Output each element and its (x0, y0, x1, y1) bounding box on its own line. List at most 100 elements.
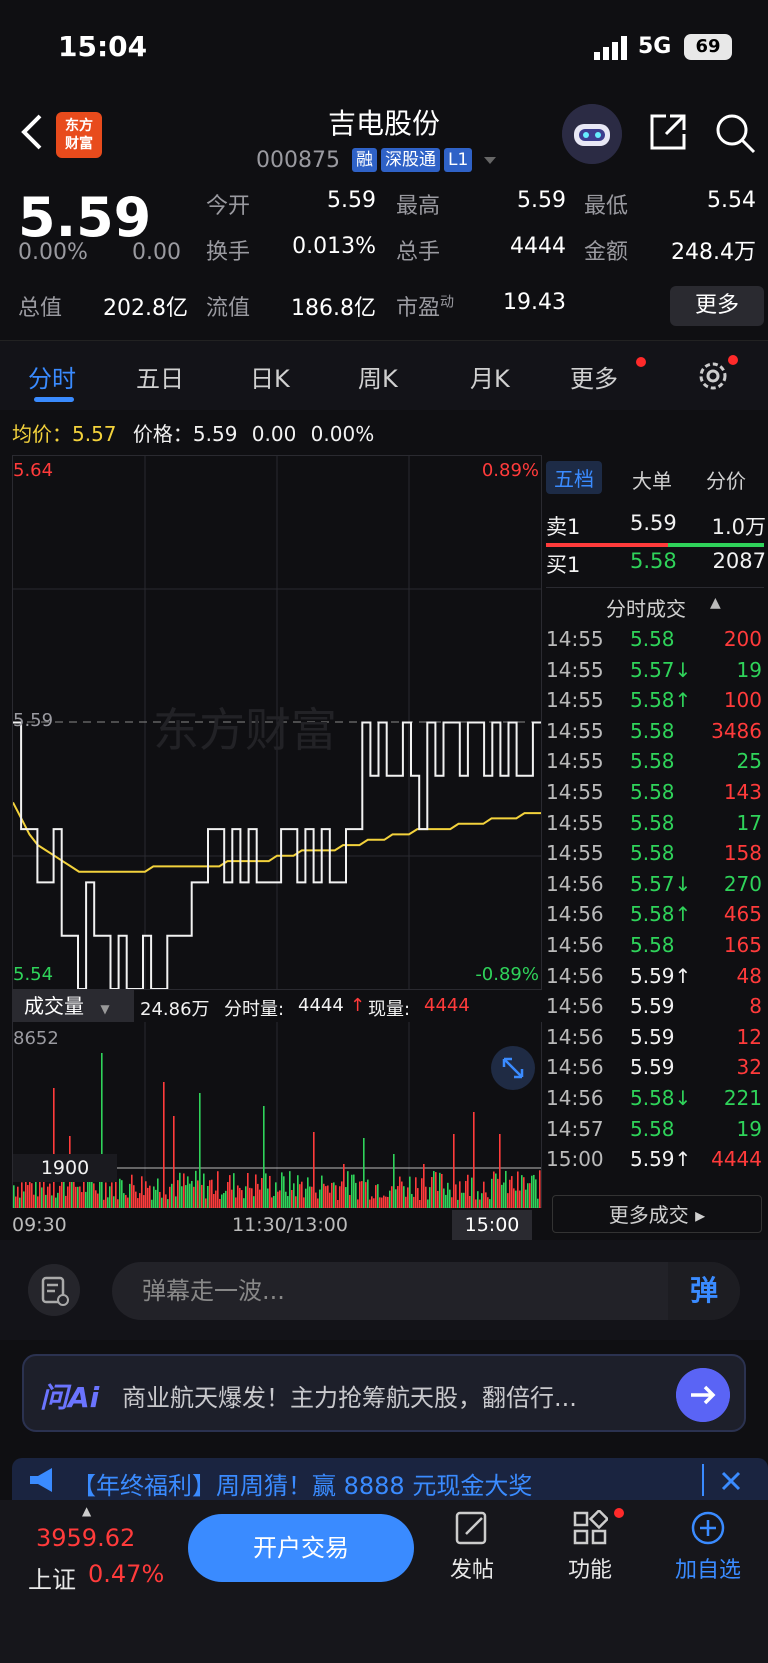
trade-volume: 48 (736, 963, 762, 988)
volume-bar (17, 1186, 19, 1208)
tab-intraday[interactable]: 分时 (28, 365, 76, 393)
trade-time: 14:55 (546, 780, 604, 804)
dropdown-icon[interactable] (482, 154, 498, 166)
volume-bar (323, 1183, 325, 1208)
promo-banner[interactable]: 【年终福利】周周猜！赢 8888 元现金大奖 (12, 1458, 768, 1502)
pct-bottom-label: -0.89% (475, 964, 539, 985)
volume-bar (101, 1053, 103, 1208)
promo-text: 【年终福利】周周猜！赢 8888 元现金大奖 (72, 1472, 533, 1500)
volume-bar (361, 1181, 363, 1208)
pe-label-sup: 动 (440, 294, 455, 311)
danmu-toggle-button[interactable]: 弹 (668, 1262, 740, 1320)
volume-bar (75, 1186, 77, 1208)
stock-code-row[interactable]: 000875 融 深股通 L1 (256, 146, 498, 174)
tab-weekly-k[interactable]: 周K (358, 365, 398, 393)
volume-bar (431, 1177, 433, 1208)
volume-bar (77, 1186, 79, 1208)
nav-post[interactable]: 发帖 (432, 1510, 512, 1584)
volume-bar (453, 1134, 455, 1208)
arrow-right-icon[interactable] (676, 1368, 730, 1422)
trade-price: 5.59 (630, 1024, 675, 1049)
expand-icon[interactable] (491, 1046, 535, 1090)
volume-bar (133, 1185, 135, 1208)
open-account-button[interactable]: 开户交易 (188, 1514, 414, 1582)
volume-bar (217, 1171, 219, 1208)
close-icon[interactable] (720, 1470, 742, 1492)
volume-indicator-select[interactable]: 成交量 ▼ (12, 990, 134, 1022)
ai-text: 商业航天爆发！主力抢筹航天股，翻倍行... (122, 1384, 577, 1412)
tab-big-order[interactable]: 大单 (632, 469, 672, 493)
float-label: 流值 (206, 296, 251, 321)
stock-header: 东方 财富 吉电股份 000875 融 深股通 L1 (0, 90, 768, 180)
back-arrow-icon[interactable] (18, 112, 48, 152)
nav-add-watchlist[interactable]: 加自选 (668, 1510, 748, 1584)
avg-price-series (13, 801, 541, 873)
ai-banner[interactable]: 问Ai 商业航天爆发！主力抢筹航天股，翻倍行... (22, 1354, 746, 1432)
eastmoney-logo[interactable]: 东方 财富 (56, 112, 102, 158)
volume-chart[interactable]: 8652 1900 (12, 1022, 542, 1208)
message-board-icon[interactable] (28, 1264, 80, 1316)
volume-bar (527, 1183, 529, 1208)
volume-bar (83, 1177, 85, 1208)
tab-daily-k[interactable]: 日K (250, 365, 290, 393)
volume-bar (141, 1176, 143, 1208)
share-icon[interactable] (648, 112, 688, 152)
volume-bar (459, 1181, 461, 1208)
volume-bar (65, 1195, 67, 1208)
search-icon[interactable] (714, 112, 756, 154)
trade-row: 14:56 5.57↓ 270 (546, 872, 764, 904)
volume-bar (457, 1199, 459, 1208)
volume-bar (307, 1177, 309, 1208)
trade-price: 5.59 (630, 994, 675, 1019)
trades-sort-icon[interactable]: ▲ (710, 595, 721, 611)
volume-bar (93, 1183, 95, 1208)
volume-bar (235, 1197, 237, 1208)
more-trades-button[interactable]: 更多成交 ▸ (552, 1195, 762, 1233)
y-top-label: 5.64 (13, 460, 54, 481)
tag-connect: 深股通 (380, 148, 440, 172)
trade-volume: 270 (723, 871, 762, 896)
volume-bar (539, 1170, 541, 1208)
tab-five-level[interactable]: 五档 (546, 461, 602, 494)
volume-bar (355, 1182, 357, 1208)
volume-bar (185, 1185, 187, 1208)
index-value[interactable]: 3959.62 (36, 1524, 136, 1552)
ai-robot-icon[interactable] (562, 104, 622, 164)
index-name[interactable]: 上证 (28, 1566, 76, 1594)
volume-bar (27, 1185, 29, 1208)
volume-bar (107, 1197, 109, 1208)
volume-bar (79, 1186, 81, 1208)
tab-more[interactable]: 更多 (570, 365, 618, 393)
volume-bar (519, 1190, 521, 1208)
network-type: 5G (638, 34, 672, 59)
volume-bar (261, 1178, 263, 1208)
trade-time: 14:56 (546, 1086, 604, 1110)
volume-bar (513, 1188, 515, 1208)
index-change[interactable]: 0.47% (88, 1560, 165, 1588)
trade-row: 14:55 5.58 25 (546, 749, 764, 781)
y-bottom-label: 5.54 (13, 964, 54, 985)
trades-title[interactable]: 分时成交 (606, 597, 686, 621)
intraday-price-chart[interactable]: 东方财富 5.64 5.59 5.54 0.89% -0.89% (12, 455, 542, 990)
index-expand-icon[interactable]: ▲ (82, 1504, 92, 1518)
price-chg: 0.00 (251, 422, 297, 446)
logo-text-1: 东方 (65, 118, 93, 134)
trade-price: 5.58 (630, 718, 675, 743)
volume-bar (313, 1132, 315, 1208)
tab-5day[interactable]: 五日 (136, 365, 184, 393)
trade-volume: 17 (736, 810, 762, 835)
tab-price-dist[interactable]: 分价 (706, 469, 746, 493)
tab-monthly-k[interactable]: 月K (470, 365, 510, 393)
volume-bar (173, 1116, 175, 1208)
volume-bar (495, 1173, 497, 1208)
more-quote-button[interactable]: 更多 (670, 286, 764, 326)
volume-bar (71, 1179, 73, 1208)
settings-icon[interactable] (696, 359, 730, 393)
signal-icon (594, 36, 627, 60)
nav-functions[interactable]: 功能 (550, 1510, 630, 1584)
volume-bar (337, 1199, 339, 1208)
y-mid-label: 5.59 (13, 710, 54, 731)
volume-bar (403, 1186, 405, 1208)
volume-label: 成交量 (24, 994, 84, 1018)
danmu-input[interactable]: 弹幕走一波... (112, 1262, 740, 1320)
